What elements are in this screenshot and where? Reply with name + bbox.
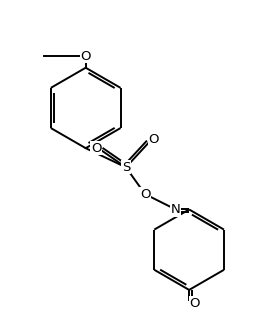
Text: N: N: [171, 203, 180, 216]
Text: O: O: [80, 50, 91, 63]
Text: O: O: [91, 142, 101, 155]
Text: O: O: [149, 133, 159, 146]
Text: S: S: [122, 161, 130, 174]
Text: O: O: [190, 297, 200, 310]
Text: O: O: [140, 188, 150, 201]
